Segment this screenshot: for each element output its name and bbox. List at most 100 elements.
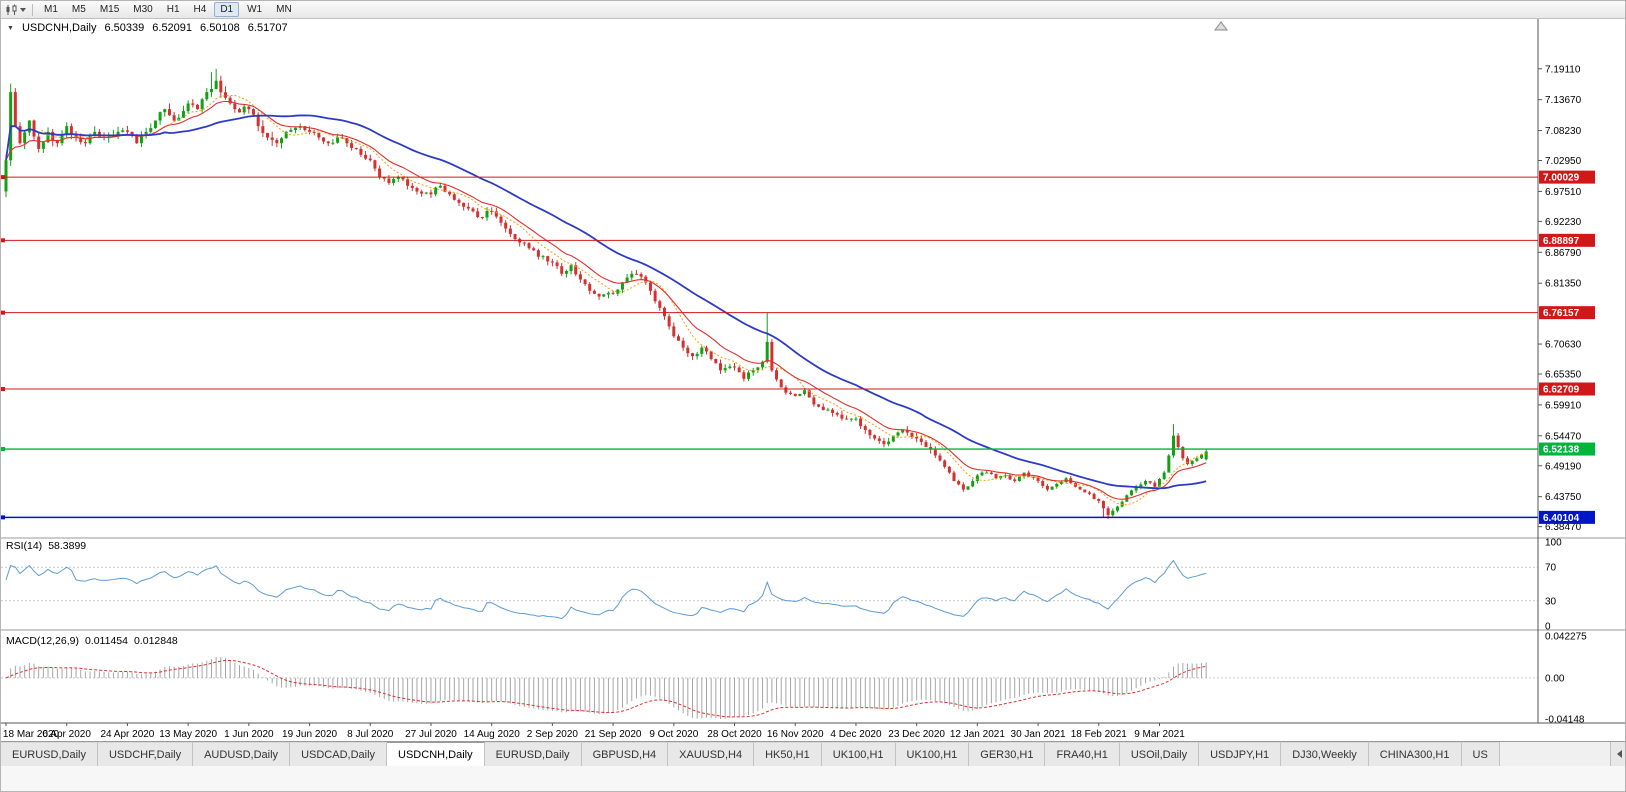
line-anchor-marker[interactable]: [1, 310, 5, 315]
chart-tab-0-eurusd-daily[interactable]: EURUSD,Daily: [1, 742, 98, 766]
macd-main-value: 0.011454: [84, 635, 128, 647]
macd-signal-line: [5, 659, 1207, 718]
chart-tab-8-hk50-h1[interactable]: HK50,H1: [754, 742, 822, 766]
line-anchor-marker[interactable]: [1, 515, 5, 520]
date-label: 18 Mar 2020: [3, 729, 60, 740]
chart-tab-7-xauusd-h4[interactable]: XAUUSD,H4: [668, 742, 755, 766]
line-anchor-marker[interactable]: [1, 238, 5, 243]
caret-down-icon[interactable]: [20, 7, 26, 12]
price-line-badge: [1539, 510, 1595, 524]
date-label: 12 Jan 2021: [950, 729, 1005, 740]
chevron-left-icon: [1616, 750, 1622, 758]
timeframe-button-h4[interactable]: H4: [193, 4, 207, 15]
price-tick-label: 6.38470: [1545, 522, 1582, 533]
line-anchor-marker[interactable]: [1, 447, 5, 452]
price-tick-label: 7.13670: [1545, 95, 1582, 106]
date-label: 23 Dec 2020: [888, 729, 945, 740]
chart-tab-10-uk100-h1[interactable]: UK100,H1: [895, 742, 970, 766]
chart-tab-2-audusd-daily[interactable]: AUDUSD,Daily: [193, 742, 291, 766]
date-label: 14 Aug 2020: [464, 729, 521, 740]
timeframe-button-group: M1 M5 M15 M30 H1 H4 D1 W1 MN: [38, 2, 298, 17]
price-line-badge-label: 6.52138: [1543, 445, 1580, 456]
rsi-line: [5, 559, 1207, 620]
price-line-badge: [1539, 233, 1595, 247]
tab-scroll-left-button[interactable]: [1610, 742, 1625, 766]
chart-type-icon[interactable]: [5, 4, 18, 16]
rsi-axis-label: 70: [1545, 563, 1557, 574]
date-label: 30 Jan 2021: [1011, 729, 1066, 740]
date-label: 24 Apr 2020: [100, 729, 154, 740]
price-tick-label: 6.59910: [1545, 400, 1582, 411]
price-line-badge-label: 6.62709: [1543, 385, 1580, 396]
price-tick-label: 7.02950: [1545, 156, 1582, 167]
chart-tab-bar: EURUSD,Daily USDCHF,Daily AUDUSD,Daily USDC…: [1, 741, 1625, 766]
timeframe-button-m1[interactable]: M1: [44, 4, 58, 15]
chart-shift-marker[interactable]: [1214, 21, 1228, 31]
date-label: 16 Nov 2020: [767, 729, 824, 740]
chart-canvas[interactable]: 7.19110 7.13670 7.08230 7.02950 6.97510 6.922…: [1, 19, 1626, 741]
close-value: 6.51707: [247, 22, 288, 34]
price-line-badge-label: 6.40104: [1543, 513, 1580, 524]
chart-tab-4-usdcnh-daily[interactable]: USDCNH,Daily: [387, 742, 485, 766]
status-bar: [1, 766, 1625, 791]
chart-tab-17-us[interactable]: US: [1461, 742, 1500, 766]
chart-tab-9-uk100-h1[interactable]: UK100,H1: [821, 742, 896, 766]
price-tick-label: 6.97510: [1545, 187, 1582, 198]
chart-window[interactable]: 7.19110 7.13670 7.08230 7.02950 6.97510 6.922…: [1, 19, 1626, 741]
macd-axis-label: 0.042275: [1545, 632, 1587, 643]
line-anchor-marker[interactable]: [1, 175, 5, 180]
chart-tab-5-eurusd-daily[interactable]: EURUSD,Daily: [484, 742, 582, 766]
date-label: 9 Mar 2021: [1134, 729, 1185, 740]
macd-name: MACD(12,26,9): [6, 635, 79, 647]
timeframe-button-mn[interactable]: MN: [276, 4, 292, 15]
high-value: 6.52091: [152, 22, 193, 34]
timeframe-button-m5[interactable]: M5: [71, 4, 86, 15]
candles[interactable]: [4, 68, 1208, 520]
price-line-badge: [1539, 170, 1595, 184]
timeframe-button-h1[interactable]: H1: [166, 4, 180, 15]
timeframe-button-m30[interactable]: M30: [133, 4, 153, 15]
macd-axis-label: 0.00: [1545, 673, 1565, 684]
price-tick-label: 6.54470: [1545, 431, 1582, 442]
price-line-badge-label: 7.00029: [1543, 173, 1580, 184]
date-label: 4 Dec 2020: [830, 729, 882, 740]
chart-tab-14-usdjpy-h1[interactable]: USDJPY,H1: [1199, 742, 1282, 766]
collapse-triangle-icon[interactable]: ▼: [7, 24, 14, 32]
price-line-badge-label: 6.88897: [1543, 236, 1580, 247]
chart-tab-11-ger30-h1[interactable]: GER30,H1: [969, 742, 1046, 766]
chart-tab-13-usoil-daily[interactable]: USOil,Daily: [1119, 742, 1200, 766]
chart-tab-6-gbpusd-h4[interactable]: GBPUSD,H4: [581, 742, 669, 766]
timeframe-button-m15[interactable]: M15: [99, 4, 120, 15]
price-tick-label: 6.86790: [1545, 248, 1582, 259]
rsi-axis-label: 100: [1545, 538, 1562, 549]
chart-tab-3-usdcad-daily[interactable]: USDCAD,Daily: [290, 742, 388, 766]
date-label: 2 Sep 2020: [527, 729, 579, 740]
chart-tab-15-dj30-weekly[interactable]: DJ30,Weekly: [1281, 742, 1369, 766]
chart-tab-1-usdchf-daily[interactable]: USDCHF,Daily: [97, 742, 194, 766]
price-line-badge: [1539, 442, 1595, 456]
mid-ma-orange: [5, 94, 1207, 506]
price-line-badge-label: 6.76157: [1543, 308, 1580, 319]
timeframe-button-d1[interactable]: D1: [214, 2, 240, 17]
line-anchor-marker[interactable]: [1, 387, 5, 392]
macd-indicator-label: MACD(12,26,9) 0.011454 0.012848: [6, 635, 178, 647]
price-line-badge: [1539, 306, 1595, 320]
timeframe-button-w1[interactable]: W1: [247, 4, 263, 15]
price-tick-label: 6.81350: [1545, 279, 1582, 290]
price-axis[interactable]: 7.19110 7.13670 7.08230 7.02950 6.97510 6.922…: [1537, 19, 1595, 726]
price-tick-label: 6.43750: [1545, 492, 1582, 503]
rsi-axis-label: 30: [1545, 596, 1557, 607]
macd-signal-value: 0.012848: [133, 635, 178, 647]
date-label: 19 Jun 2020: [282, 729, 337, 740]
date-label: 18 Feb 2021: [1071, 729, 1128, 740]
price-tick-label: 7.08230: [1545, 126, 1582, 137]
timeframe-toolbar: M1 M5 M15 M30 H1 H4 D1 W1 MN: [1, 1, 1625, 19]
toolbar-separator: [32, 3, 33, 16]
rsi-indicator-label: RSI(14) 58.3899: [6, 540, 86, 552]
date-label: 13 May 2020: [159, 729, 217, 740]
chart-tab-12-fra40-h1[interactable]: FRA40,H1: [1045, 742, 1120, 766]
fast-ma-red: [5, 100, 1207, 500]
chart-tab-16-china300-h1[interactable]: CHINA300,H1: [1368, 742, 1462, 766]
rsi-name: RSI(14): [6, 540, 43, 552]
